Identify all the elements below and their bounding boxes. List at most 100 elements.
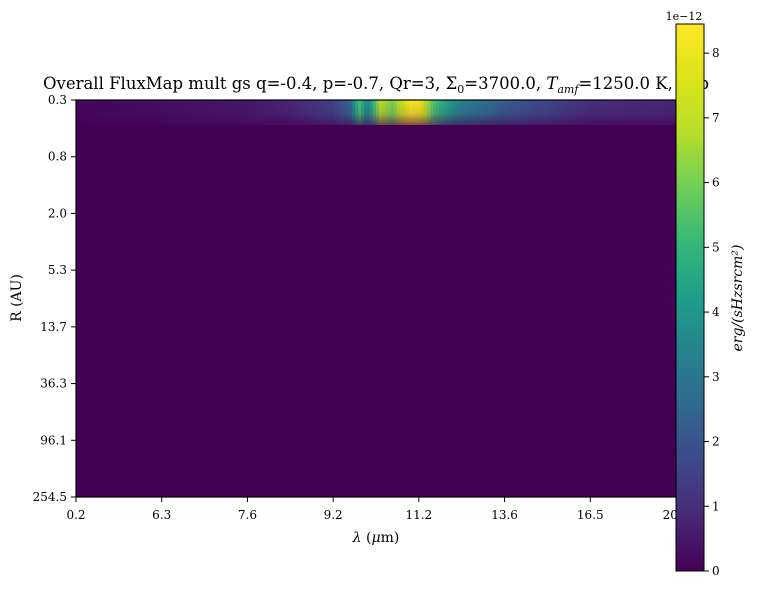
flux-band-cell — [595, 100, 599, 125]
flux-band-cell — [439, 100, 443, 125]
heatmap-area — [76, 100, 676, 497]
flux-band-cell — [508, 100, 512, 125]
flux-band-cell — [559, 100, 563, 125]
flux-band-cell — [604, 100, 608, 125]
flux-band-cell — [385, 100, 389, 125]
flux-band-cell — [556, 100, 560, 125]
colorbar-tick-label: 5 — [712, 240, 720, 254]
flux-band-cell — [463, 100, 467, 125]
flux-band-cell — [202, 100, 206, 125]
flux-band-cell — [415, 100, 419, 125]
flux-band-cell — [532, 100, 536, 125]
flux-band-cell — [295, 100, 299, 125]
flux-band-cell — [265, 100, 269, 125]
flux-band-cell — [352, 100, 356, 125]
flux-band-cell — [85, 100, 89, 125]
flux-band-cell — [241, 100, 245, 125]
flux-band-cell — [136, 100, 140, 125]
flux-band-cell — [238, 100, 242, 125]
flux-band-cell — [205, 100, 209, 125]
flux-band-cell — [217, 100, 221, 125]
flux-band-cell — [433, 100, 437, 125]
colorbar-offset-label: 1e−12 — [666, 10, 703, 23]
flux-band-cell — [160, 100, 164, 125]
flux-band-cell — [127, 100, 131, 125]
flux-band-cell — [361, 100, 365, 125]
flux-band-cell — [442, 100, 446, 125]
flux-band-cell — [373, 100, 377, 125]
flux-band-cell — [280, 100, 284, 125]
flux-band-cell — [448, 100, 452, 125]
flux-band-cell — [319, 100, 323, 125]
flux-band-cell — [469, 100, 473, 125]
flux-band-cell — [436, 100, 440, 125]
flux-band-cell — [502, 100, 506, 125]
flux-band-cell — [613, 100, 617, 125]
flux-band-cell — [571, 100, 575, 125]
flux-band-cell — [514, 100, 518, 125]
flux-band-cell — [490, 100, 494, 125]
y-tick-label: 96.1 — [40, 433, 67, 447]
flux-band-cell — [283, 100, 287, 125]
flux-band-cell — [175, 100, 179, 125]
flux-band-cell — [457, 100, 461, 125]
flux-band-cell — [124, 100, 128, 125]
flux-band-cell — [541, 100, 545, 125]
flux-band-cell — [82, 100, 86, 125]
flux-band-cell — [481, 100, 485, 125]
flux-band-cell — [193, 100, 197, 125]
flux-band-cell — [208, 100, 212, 125]
flux-band-cell — [103, 100, 107, 125]
flux-band-cell — [145, 100, 149, 125]
flux-band-cell — [247, 100, 251, 125]
flux-band-cell — [649, 100, 653, 125]
flux-band-cell — [364, 100, 368, 125]
flux-band-cell — [397, 100, 401, 125]
flux-band-cell — [223, 100, 227, 125]
flux-band-cell — [382, 100, 386, 125]
flux-band-cell — [493, 100, 497, 125]
flux-band-cell — [628, 100, 632, 125]
flux-band-cell — [343, 100, 347, 125]
flux-band — [76, 100, 676, 125]
flux-band-cell — [475, 100, 479, 125]
flux-band-cell — [94, 100, 98, 125]
flux-band-cell — [460, 100, 464, 125]
flux-band-cell — [166, 100, 170, 125]
flux-band-cell — [331, 100, 335, 125]
flux-band-cell — [367, 100, 371, 125]
flux-band-cell — [142, 100, 146, 125]
flux-band-cell — [607, 100, 611, 125]
flux-band-cell — [346, 100, 350, 125]
x-axis-label: λ (μm) — [352, 530, 400, 546]
flux-band-cell — [529, 100, 533, 125]
colorbar-label: erg/(sHzsrcm²) — [730, 245, 746, 352]
flux-band-cell — [259, 100, 263, 125]
flux-band-cell — [526, 100, 530, 125]
x-tick-label: 7.6 — [238, 508, 257, 522]
y-tick-label: 13.7 — [40, 320, 67, 334]
flux-band-cell — [376, 100, 380, 125]
colorbar-tick-label: 0 — [712, 564, 720, 578]
colorbar-tick-label: 6 — [712, 176, 720, 190]
y-tick-label: 0.8 — [48, 150, 67, 164]
flux-band-cell — [553, 100, 557, 125]
flux-band-cell — [424, 100, 428, 125]
flux-band-cell — [580, 100, 584, 125]
flux-band-cell — [322, 100, 326, 125]
flux-band-cell — [250, 100, 254, 125]
flux-band-cell — [97, 100, 101, 125]
flux-band-cell — [151, 100, 155, 125]
flux-band-cell — [592, 100, 596, 125]
x-tick-label: 13.6 — [491, 508, 518, 522]
flux-band-cell — [511, 100, 515, 125]
flux-band-cell — [574, 100, 578, 125]
flux-band-cell — [355, 100, 359, 125]
flux-band-cell — [586, 100, 590, 125]
x-tick-label: 11.2 — [405, 508, 432, 522]
flux-band-cell — [655, 100, 659, 125]
flux-band-cell — [226, 100, 230, 125]
colorbar-tick-label: 1 — [712, 499, 720, 513]
flux-band-cell — [583, 100, 587, 125]
